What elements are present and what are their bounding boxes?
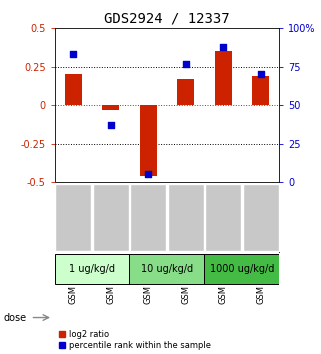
Point: [183, 61, 188, 67]
Title: GDS2924 / 12337: GDS2924 / 12337: [104, 12, 230, 26]
FancyBboxPatch shape: [205, 183, 241, 251]
Point: [258, 72, 263, 77]
Point: [146, 172, 151, 177]
Point: [221, 44, 226, 50]
Text: 1 ug/kg/d: 1 ug/kg/d: [69, 264, 115, 274]
Bar: [215, 51, 231, 105]
Text: 10 ug/kg/d: 10 ug/kg/d: [141, 264, 193, 274]
Bar: [65, 74, 82, 105]
Text: 1000 ug/kg/d: 1000 ug/kg/d: [210, 264, 274, 274]
Text: dose: dose: [3, 313, 26, 322]
FancyBboxPatch shape: [243, 183, 279, 251]
Bar: [177, 79, 194, 105]
FancyBboxPatch shape: [93, 183, 129, 251]
Bar: [102, 105, 119, 110]
FancyBboxPatch shape: [130, 183, 166, 251]
Point: [108, 122, 113, 128]
Point: [71, 52, 76, 57]
Bar: [140, 105, 157, 176]
FancyBboxPatch shape: [55, 254, 129, 284]
Legend: log2 ratio, percentile rank within the sample: log2 ratio, percentile rank within the s…: [59, 330, 211, 350]
FancyBboxPatch shape: [55, 183, 91, 251]
FancyBboxPatch shape: [129, 254, 204, 284]
FancyBboxPatch shape: [204, 254, 279, 284]
Bar: [252, 76, 269, 105]
FancyBboxPatch shape: [168, 183, 204, 251]
